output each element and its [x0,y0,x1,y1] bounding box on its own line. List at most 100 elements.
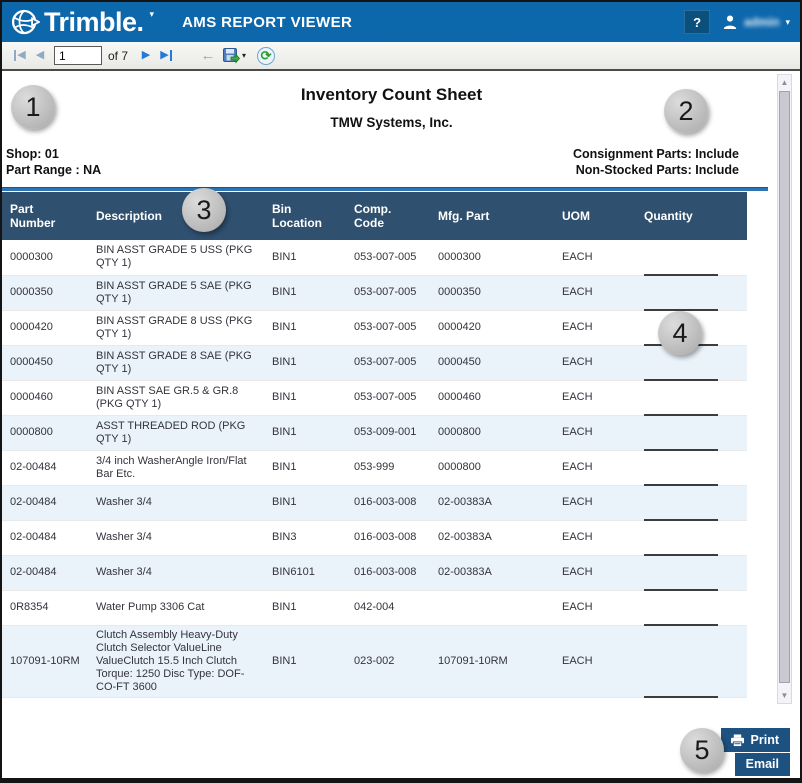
header-divider-rule [2,187,768,191]
table-row: 02-00484 Washer 3/4 BIN3 016-003-008 02-0038… [2,520,747,556]
page-number-input[interactable] [54,46,102,65]
cell-mfg: 02-00383A [430,555,554,591]
quantity-blank-line [644,483,718,486]
cell-uom: EACH [554,380,636,416]
report-title: Inventory Count Sheet [300,85,483,104]
cell-mfg: 0000300 [430,240,554,276]
cell-bin: BIN1 [264,485,346,521]
next-page-button[interactable]: ▶ [136,46,156,66]
non-stocked-parts-label: Non-Stocked Parts: Include [575,163,739,177]
scroll-down-icon[interactable]: ▼ [780,691,789,700]
table-row: 0000800 ASST THREADED ROD (PKG QTY 1) BIN1… [2,415,747,451]
print-button[interactable]: Print [720,728,790,752]
user-menu[interactable]: admin ▾ [722,14,790,30]
cell-part: 107091-10RM [2,625,88,698]
inventory-table-header: Part Number Description Bin Location Comp. … [2,192,747,240]
trimble-logo: Trimble. ▾ [10,7,154,38]
column-header-part: Part Number [2,192,88,240]
quantity-blank-line [644,518,718,521]
column-header-uom: UOM [554,192,636,240]
cell-comp: 023-002 [346,625,430,698]
trimble-globe-icon [11,9,40,35]
table-row: 0000300 BIN ASST GRADE 5 USS (PKG QTY 1) B… [2,240,747,276]
cell-qty [636,450,747,486]
quantity-blank-line [644,588,718,591]
cell-mfg: 0000800 [430,450,554,486]
cell-desc: Water Pump 3306 Cat [88,590,264,626]
export-button[interactable]: ▾ [222,47,246,65]
quantity-blank-line [644,695,718,698]
cell-bin: BIN3 [264,520,346,556]
part-range-label: Part Range : NA [6,163,102,177]
previous-page-button[interactable]: ◀ [30,46,50,66]
help-button[interactable]: ? [684,10,711,34]
table-row: 107091-10RM Clutch Assembly Heavy-Duty Cl… [2,625,747,698]
trimble-wordmark: Trimble. [44,6,144,37]
table-row: 02-00484 3/4 inch WasherAngle Iron/Flat B… [2,450,747,486]
cell-bin: BIN1 [264,590,346,626]
cell-part: 0R8354 [2,590,88,626]
cell-comp: 053-007-005 [346,345,430,381]
cell-bin: BIN1 [264,625,346,698]
cell-mfg: 0000420 [430,310,554,346]
cell-qty [636,345,747,381]
cell-part: 02-00484 [2,485,88,521]
shop-label: Shop: 01 [6,147,59,161]
cell-uom: EACH [554,450,636,486]
cell-uom: EACH [554,625,636,698]
cell-part: 02-00484 [2,520,88,556]
table-row: 02-00484 Washer 3/4 BIN1 016-003-008 02-0038… [2,485,747,521]
cell-part: 0000460 [2,380,88,416]
cell-part: 0000800 [2,415,88,451]
cell-comp: 053-009-001 [346,415,430,451]
callout-5: 5 [680,728,724,772]
cell-bin: BIN1 [264,275,346,311]
first-page-button[interactable]: ◀ [10,46,30,66]
cell-uom: EACH [554,555,636,591]
cell-part: 0000350 [2,275,88,311]
cell-comp: 053-007-005 [346,310,430,346]
back-arrow-icon: ← [200,47,216,64]
cell-mfg: 0000800 [430,415,554,451]
cell-bin: BIN1 [264,310,346,346]
cell-desc: 3/4 inch WasherAngle Iron/Flat Bar Etc. [88,450,264,486]
last-page-button[interactable]: ▶ [156,46,176,66]
table-row: 0000450 BIN ASST GRADE 8 SAE (PKG QTY 1) B… [2,345,747,381]
email-button[interactable]: Email [734,753,790,776]
report-page: Inventory Count Sheet TMW Systems, Inc. … [2,71,781,698]
cell-uom: EACH [554,590,636,626]
cell-part: 02-00484 [2,450,88,486]
cell-desc: BIN ASST SAE GR.5 & GR.8 (PKG QTY 1) [88,380,264,416]
scroll-up-icon[interactable]: ▲ [780,78,789,87]
top-header-bar: Trimble. ▾ AMS REPORT VIEWER ? admin ▾ [2,2,800,42]
cell-qty [636,415,747,451]
column-header-desc: Description [88,192,264,240]
vertical-scrollbar[interactable]: ▲ ▼ [777,74,792,704]
brand-caret-icon[interactable]: ▾ [149,8,155,19]
cell-bin: BIN1 [264,240,346,276]
scrollbar-thumb[interactable] [779,91,790,683]
cell-qty [636,555,747,591]
cell-qty [636,275,747,311]
quantity-blank-line [644,553,718,556]
cell-comp: 016-003-008 [346,520,430,556]
back-to-parent-button[interactable]: ← [198,46,218,66]
page-count-label: of 7 [108,48,129,63]
column-header-qty: Quantity [636,192,747,240]
cell-uom: EACH [554,345,636,381]
quantity-blank-line [644,378,718,381]
cell-comp: 042-004 [346,590,430,626]
table-row: 0000420 BIN ASST GRADE 8 USS (PKG QTY 1) B… [2,310,747,346]
cell-qty [636,590,747,626]
cell-desc: BIN ASST GRADE 8 SAE (PKG QTY 1) [88,345,264,381]
cell-mfg: 107091-10RM [430,625,554,698]
username-label: admin [744,15,780,29]
cell-comp: 053-007-005 [346,380,430,416]
report-company: TMW Systems, Inc. [330,115,453,130]
report-viewport: Inventory Count Sheet TMW Systems, Inc. … [2,71,800,778]
cell-comp: 053-999 [346,450,430,486]
refresh-button[interactable]: ⟳ [256,46,276,66]
inventory-table-body: 0000300 BIN ASST GRADE 5 USS (PKG QTY 1) B… [2,240,747,698]
cell-comp: 053-007-005 [346,275,430,311]
